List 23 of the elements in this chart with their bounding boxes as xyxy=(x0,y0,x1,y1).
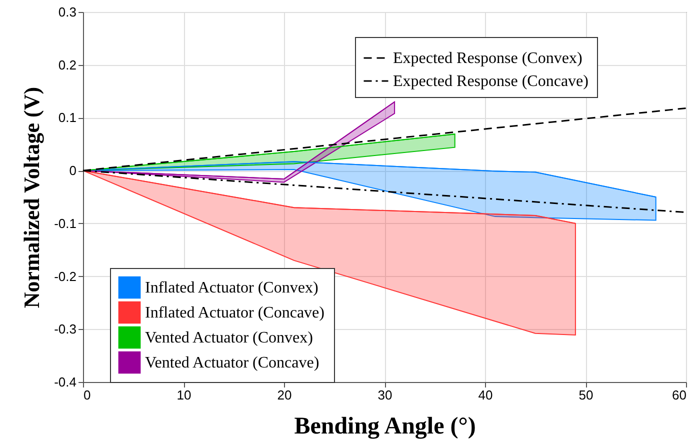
y-tick-label: 0.3 xyxy=(58,4,76,20)
y-tick-label: 0 xyxy=(69,163,76,178)
legend-label: Inflated Actuator (Convex) xyxy=(145,280,318,296)
x-axis-title: Bending Angle (°) xyxy=(294,414,476,440)
x-tick-label: 20 xyxy=(277,388,292,402)
y-tick-label: -0.3 xyxy=(54,322,76,337)
y-axis-title: Normalized Voltage (V) xyxy=(19,86,44,308)
legend-label: Expected Response (Concave) xyxy=(393,73,588,90)
legend-label: Expected Response (Convex) xyxy=(393,50,582,67)
y-tick-label: -0.4 xyxy=(54,374,76,390)
legend-label: Inflated Actuator (Concave) xyxy=(145,304,324,322)
legend-label: Vented Actuator (Concave) xyxy=(145,354,320,372)
x-tick-label: 10 xyxy=(176,388,192,402)
y-tick-label: 0.2 xyxy=(58,57,76,72)
x-tick-label: 30 xyxy=(378,388,392,402)
x-tick-label: 60 xyxy=(672,388,686,402)
legend-label: Vented Actuator (Convex) xyxy=(145,330,313,346)
y-tick-label: -0.1 xyxy=(54,216,76,231)
x-tick-label: 50 xyxy=(578,388,594,402)
x-tick-label: 0 xyxy=(84,388,91,402)
y-tick-label: -0.2 xyxy=(54,268,76,284)
y-tick-label: 0.1 xyxy=(58,110,76,126)
x-tick-label: 40 xyxy=(478,388,493,402)
